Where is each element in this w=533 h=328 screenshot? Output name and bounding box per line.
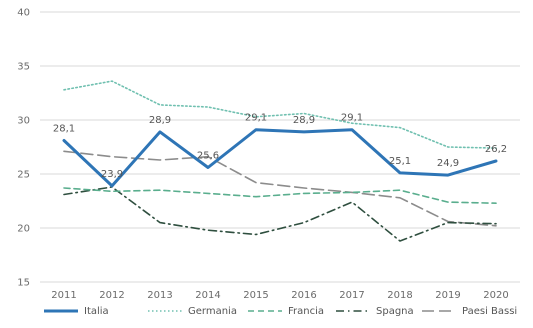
x-tick-label: 2019 bbox=[435, 290, 460, 301]
data-label: 28,1 bbox=[53, 124, 75, 135]
legend-label: Paesi Bassi bbox=[462, 306, 517, 317]
data-label: 26,2 bbox=[485, 144, 507, 155]
data-label: 25,6 bbox=[197, 151, 219, 162]
legend-label: Germania bbox=[188, 306, 237, 317]
data-labels: 28,1 23,9 28,9 25,6 29,1 28,9 29,1 25,1 24,9 26,2 bbox=[53, 113, 507, 180]
data-label: 28,9 bbox=[149, 115, 171, 126]
data-label: 23,9 bbox=[101, 169, 123, 180]
x-tick-label: 2015 bbox=[243, 290, 268, 301]
series-line-francia bbox=[63, 187, 497, 204]
series-line-germania bbox=[63, 80, 497, 149]
gridlines bbox=[40, 11, 520, 283]
x-tick-label: 2017 bbox=[339, 290, 364, 301]
legend-label: Italia bbox=[84, 306, 109, 317]
series-line-italia bbox=[62, 128, 498, 188]
series-line-paesi-bassi bbox=[63, 150, 497, 227]
y-tick-label: 20 bbox=[17, 224, 30, 235]
y-tick-label: 25 bbox=[17, 170, 30, 181]
legend: Italia Germania Francia Spagna Paesi Bassi bbox=[44, 306, 517, 317]
y-tick-label: 30 bbox=[17, 116, 30, 127]
x-axis-ticks: 2011 2012 2013 2014 2015 2016 2017 2018 2019 2020 bbox=[51, 290, 508, 301]
y-tick-label: 35 bbox=[17, 62, 30, 73]
x-tick-label: 2014 bbox=[195, 290, 220, 301]
y-tick-label: 15 bbox=[17, 278, 30, 289]
x-tick-label: 2011 bbox=[51, 290, 76, 301]
legend-label: Francia bbox=[288, 306, 324, 317]
data-label: 29,1 bbox=[341, 113, 363, 124]
series-lines bbox=[62, 80, 498, 242]
x-tick-label: 2020 bbox=[483, 290, 508, 301]
x-tick-label: 2016 bbox=[291, 290, 316, 301]
data-label: 24,9 bbox=[437, 158, 459, 169]
series-line-spagna bbox=[63, 186, 497, 242]
y-tick-label: 40 bbox=[17, 8, 30, 19]
x-tick-label: 2012 bbox=[99, 290, 124, 301]
data-label: 29,1 bbox=[245, 113, 267, 124]
x-tick-label: 2013 bbox=[147, 290, 172, 301]
data-label: 28,9 bbox=[293, 115, 315, 126]
x-tick-label: 2018 bbox=[387, 290, 412, 301]
y-axis-ticks: 15 20 25 30 35 40 bbox=[17, 8, 30, 289]
legend-label: Spagna bbox=[376, 306, 414, 317]
data-label: 25,1 bbox=[389, 156, 411, 167]
